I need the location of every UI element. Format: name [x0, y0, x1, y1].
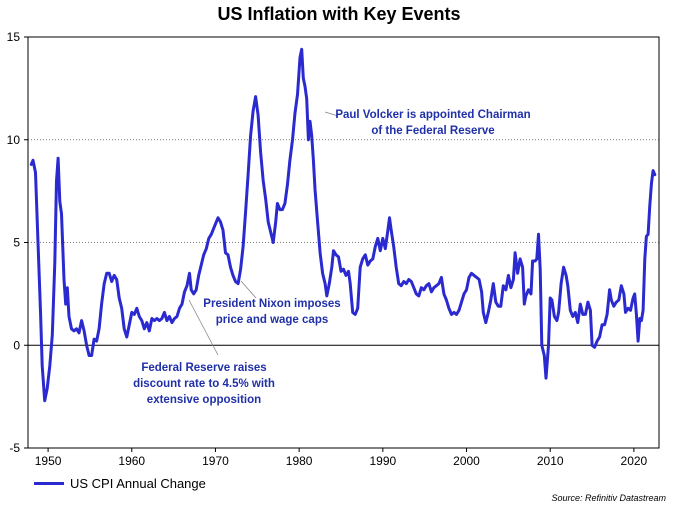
y-tick-label: 0 [13, 338, 20, 352]
y-tick-label: 15 [7, 30, 21, 44]
annotation-leader [188, 299, 219, 356]
legend-swatch [34, 482, 64, 485]
x-tick-label: 1980 [286, 454, 313, 468]
x-tick-label: 2020 [621, 454, 648, 468]
legend: US CPI Annual Change [34, 476, 206, 491]
source-note: Source: Refinitiv Datastream [551, 493, 666, 503]
x-tick-label: 1970 [202, 454, 229, 468]
x-tick-label: 1960 [118, 454, 145, 468]
x-tick-label: 2000 [453, 454, 480, 468]
annotation-text: Paul Volcker is appointed Chairman [335, 109, 530, 121]
annotations: Paul Volcker is appointed Chairman of the… [133, 109, 531, 406]
y-tick-label: -5 [9, 441, 20, 455]
annotation-text: President Nixon imposes [203, 298, 340, 310]
annotation-text: price and wage caps [216, 314, 329, 326]
legend-label: US CPI Annual Change [70, 476, 206, 491]
grid-lines [28, 139, 659, 346]
x-tick-label: 1950 [35, 454, 62, 468]
y-tick-label: 10 [7, 133, 21, 147]
series-group [29, 47, 657, 403]
chart-title: US Inflation with Key Events [217, 4, 461, 24]
annotation-text: discount rate to 4.5% with [133, 378, 275, 390]
annotation-text: Federal Reserve raises [141, 362, 266, 374]
x-tick-label: 2010 [537, 454, 564, 468]
annotation-text: of the Federal Reserve [371, 125, 494, 137]
annotation-leader [240, 280, 257, 299]
y-tick-label: 5 [13, 236, 20, 250]
series-line-us-cpi [29, 47, 657, 403]
x-tick-label: 1990 [369, 454, 396, 468]
axis-ticks: 1950 1960 1970 1980 1990 2000 2010 2020 -5 0 5 10 15 [7, 30, 648, 468]
annotation-text: extensive opposition [147, 394, 261, 406]
annotation-leader [324, 111, 339, 117]
